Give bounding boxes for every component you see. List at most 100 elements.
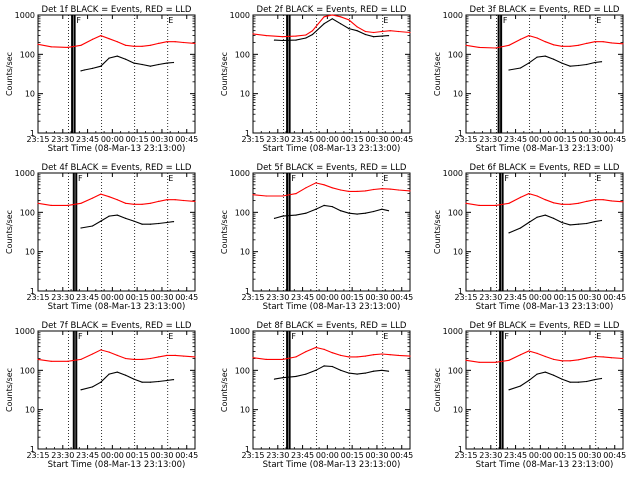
events-data-point <box>544 371 546 373</box>
lld-data-point <box>478 204 480 206</box>
lld-data-point <box>149 357 151 360</box>
flag-marker: F <box>78 174 83 183</box>
events-series-line <box>508 371 602 391</box>
y-tick-label: 1 <box>30 445 35 454</box>
events-data-point <box>323 204 325 206</box>
events-data-point <box>166 379 168 382</box>
lld-data-point <box>594 355 596 358</box>
lld-data-point <box>553 202 555 204</box>
lld-data-point <box>389 30 391 32</box>
y-tick-label: 1 <box>30 287 35 296</box>
plot-frame <box>252 330 411 450</box>
events-data-point <box>331 18 333 20</box>
events-data-point <box>149 381 151 383</box>
lld-data-point <box>252 194 254 196</box>
x-tick-label: 00:00 <box>101 451 124 460</box>
events-series-line <box>80 214 174 229</box>
y-tick-label: 100 <box>235 208 250 217</box>
events-data-point <box>519 67 522 69</box>
events-data-point <box>519 385 522 387</box>
lld-data-point <box>133 45 135 47</box>
lld-data-point <box>282 195 284 197</box>
events-data-point <box>528 379 530 382</box>
x-axis-label: Start Time (08-Mar-13 23:13:00) <box>263 302 401 312</box>
lld-data-point <box>364 190 366 192</box>
lld-data-point <box>158 200 160 202</box>
x-tick-label: 23:45 <box>76 135 99 144</box>
flag-marker: E <box>383 174 388 183</box>
lld-data-point <box>133 203 135 205</box>
x-tick-label: 23:45 <box>291 293 314 302</box>
lld-data-point <box>356 356 358 358</box>
events-data-point <box>141 223 143 225</box>
lld-series-line <box>252 182 411 197</box>
x-tick-label: 00:30 <box>578 451 601 460</box>
lld-data-point <box>519 38 522 41</box>
lld-data-point <box>50 204 52 206</box>
lld-data-point <box>610 357 613 359</box>
events-data-point <box>166 221 168 224</box>
events-data-point <box>133 220 135 222</box>
lld-data-point <box>528 35 530 37</box>
x-axis-label: Start Time (08-Mar-13 23:13:00) <box>263 460 401 470</box>
flag-marker: F <box>291 174 296 183</box>
events-data-point <box>340 23 342 25</box>
events-data-point <box>282 377 284 379</box>
y-tick-label: 10 <box>240 406 250 415</box>
lld-data-point <box>194 42 196 45</box>
lld-data-point <box>91 38 94 41</box>
events-data-point <box>80 389 82 391</box>
flag-marker: E <box>383 332 388 341</box>
events-data-point <box>348 212 350 214</box>
lld-data-point <box>37 358 39 360</box>
lld-data-point <box>465 202 467 204</box>
events-data-point <box>577 223 580 225</box>
events-data-point <box>544 214 546 216</box>
x-tick-label: 00:45 <box>603 293 626 302</box>
lld-data-point <box>295 356 297 358</box>
lld-data-point <box>577 44 580 46</box>
y-tick-label: 1 <box>245 445 250 454</box>
events-data-point <box>282 215 284 217</box>
lld-data-point <box>331 187 333 189</box>
y-axis-label: Counts/sec <box>433 210 442 254</box>
x-tick-label: 00:30 <box>150 135 173 144</box>
y-tick-label: 1 <box>245 287 250 296</box>
lld-data-point <box>364 355 366 357</box>
events-data-point <box>544 55 546 57</box>
events-data-point <box>158 63 160 66</box>
lld-data-point <box>364 30 366 33</box>
events-data-point <box>508 232 510 234</box>
lld-data-point <box>495 204 497 206</box>
events-data-point <box>387 210 390 212</box>
events-data-point <box>600 377 603 380</box>
events-data-point <box>373 370 375 372</box>
x-tick-label: 00:45 <box>603 451 626 460</box>
chart-title: Det 3f BLACK = Events, RED = LLD <box>470 5 620 15</box>
y-tick-label: 1000 <box>230 169 250 178</box>
events-series-line <box>274 204 389 219</box>
events-data-point <box>166 62 168 64</box>
y-axis-label: Counts/sec <box>5 210 14 254</box>
y-tick-label: 1000 <box>443 169 463 178</box>
events-data-point <box>381 35 383 37</box>
lld-data-point <box>108 196 110 198</box>
lld-data-point <box>356 190 358 192</box>
events-data-point <box>91 225 94 227</box>
events-data-point <box>348 28 350 30</box>
events-data-point <box>80 70 82 72</box>
y-tick-label: 10 <box>25 406 35 415</box>
lld-data-point <box>265 35 267 37</box>
events-data-point <box>149 65 151 67</box>
flag-marker: E <box>168 16 173 25</box>
events-data-point <box>348 372 350 374</box>
lld-data-point <box>182 199 184 202</box>
events-data-point <box>553 374 555 376</box>
lld-data-point <box>373 31 375 34</box>
events-data-point <box>172 379 175 381</box>
events-data-point <box>116 214 118 216</box>
y-tick-label: 100 <box>448 208 463 217</box>
events-data-point <box>340 210 342 212</box>
events-data-point <box>373 210 375 213</box>
